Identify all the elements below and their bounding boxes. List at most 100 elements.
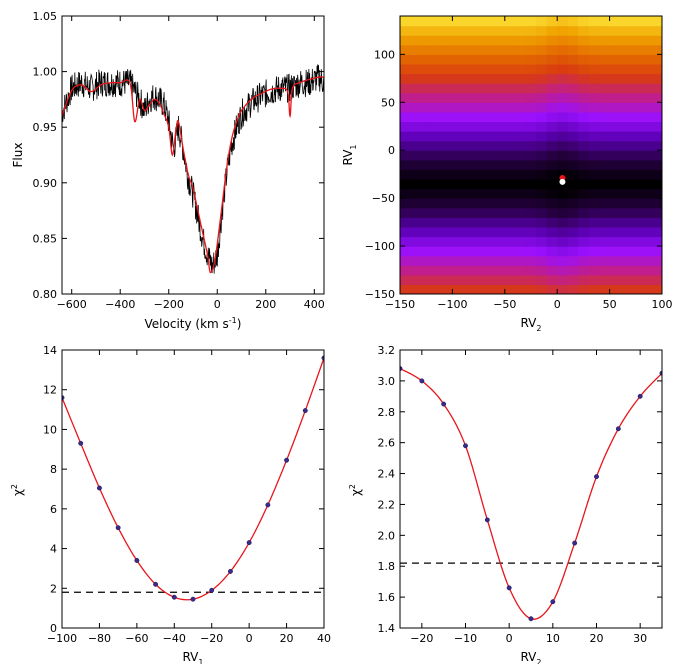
heatmap-cell: [483, 246, 495, 257]
heatmap-cell: [494, 131, 506, 142]
heatmap-cell: [441, 131, 453, 142]
heatmap-cell: [578, 63, 590, 75]
heatmap-cell: [557, 150, 569, 161]
heatmap-cell: [557, 54, 569, 65]
heatmap-cell: [609, 198, 621, 209]
heatmap-cell: [441, 217, 453, 228]
heatmap-cell: [557, 16, 569, 27]
heatmap-cell: [525, 83, 537, 94]
heatmap-cell: [462, 159, 474, 170]
heatmap-cell: [410, 54, 422, 65]
heatmap-cell: [641, 25, 653, 36]
chi2-rv1-ytick-label: 4: [50, 543, 57, 556]
heatmap-cell: [462, 217, 474, 228]
heatmap-cell: [483, 226, 495, 238]
heatmap-cell: [588, 188, 600, 199]
chi2-rv1-xtick-label: −20: [200, 632, 223, 645]
heatmap-cell: [651, 178, 662, 190]
heatmap-cell: [641, 121, 653, 132]
heatmap-cell: [483, 178, 495, 190]
heatmap-cell: [557, 265, 569, 276]
heatmap-cell: [400, 236, 412, 247]
chi2-rv1-point: [78, 440, 84, 446]
heatmap-cell: [483, 159, 495, 170]
heatmap-cell: [441, 265, 453, 276]
heatmap-cell: [567, 35, 579, 46]
heatmap-cell: [609, 178, 621, 190]
heatmap-cell: [620, 207, 632, 218]
heatmap-cell: [504, 63, 516, 75]
heatmap-cell: [641, 236, 653, 247]
heatmap-cell: [525, 217, 537, 228]
heatmap-cell: [578, 265, 590, 276]
heatmap-cell: [483, 92, 495, 103]
heatmap-cell: [483, 63, 495, 75]
heatmap-cell: [431, 92, 443, 103]
heatmap-cell: [483, 73, 495, 84]
heatmap-cell: [651, 25, 662, 36]
heatmap-cell: [410, 274, 422, 286]
heatmap-cell: [641, 265, 653, 276]
heatmap-cell: [452, 217, 464, 228]
heatmap-cell: [630, 226, 642, 238]
heatmap-cell: [400, 198, 412, 209]
heatmap-cell: [441, 63, 453, 75]
spectrum-ytick-label: 0.80: [33, 288, 58, 301]
heatmap-cell: [483, 150, 495, 161]
heatmap-cell: [525, 54, 537, 65]
heatmap-cell: [567, 44, 579, 55]
heatmap-cell: [410, 25, 422, 36]
heatmap-cell: [473, 25, 485, 36]
heatmap-cell: [588, 169, 600, 180]
heatmap-cell: [400, 102, 412, 113]
heatmap-cell: [462, 63, 474, 75]
chi2-rv1-ytick-label: 2: [50, 582, 57, 595]
heatmap-cell: [441, 16, 453, 27]
heatmap-cell: [400, 150, 412, 161]
heatmap-cell: [473, 102, 485, 113]
heatmap-cell: [567, 207, 579, 218]
heatmap-cell: [578, 236, 590, 247]
heatmap-cell: [452, 83, 464, 94]
heatmap-cell: [567, 121, 579, 132]
heatmap-cell: [494, 63, 506, 75]
heatmap-cell: [557, 140, 569, 151]
heatmap-cell: [515, 92, 527, 103]
heatmap-cell: [557, 92, 569, 103]
heatmap-cell: [567, 188, 579, 199]
heatmap-cell: [588, 63, 600, 75]
heatmap-cell: [494, 169, 506, 180]
heatmap-cell: [452, 284, 464, 294]
heatmap-cell: [525, 159, 537, 170]
chi2-rv2-point: [400, 366, 403, 371]
heatmap-cell: [609, 102, 621, 113]
heatmap-cell: [536, 92, 548, 103]
heatmap-cell: [578, 83, 590, 94]
heatmap-cell: [609, 140, 621, 151]
heatmap-cell: [431, 274, 443, 286]
heatmap-cell: [431, 44, 443, 55]
heatmap-cell: [546, 178, 558, 190]
chi2-rv2-xtick-label: 10: [546, 632, 560, 645]
heatmap-cell: [651, 265, 662, 276]
heatmap-cell: [536, 140, 548, 151]
heatmap-cell: [462, 111, 474, 123]
heatmap-cell: [483, 131, 495, 142]
heatmap-cell: [462, 255, 474, 266]
heatmap-cell: [630, 150, 642, 161]
heatmap-cell: [651, 121, 662, 132]
heatmap-cell: [431, 121, 443, 132]
chi2-map-panel: −150 −100 −50 0 50 100 −150 −100 −50 0 50 100 RV2 R…: [341, 15, 673, 333]
heatmap-cell: [441, 226, 453, 238]
heatmap-cell: [483, 102, 495, 113]
heatmap-cell: [400, 35, 412, 46]
heatmap-cell: [441, 188, 453, 199]
chi2-rv2-ytick-label: 2.8: [378, 406, 396, 419]
heatmap-cell: [609, 16, 621, 27]
heatmap-cell: [546, 246, 558, 257]
heatmap-cell: [473, 169, 485, 180]
heatmap-cell: [588, 255, 600, 266]
heatmap-cell: [620, 63, 632, 75]
heatmap-cell: [515, 159, 527, 170]
heatmap-cell: [536, 226, 548, 238]
